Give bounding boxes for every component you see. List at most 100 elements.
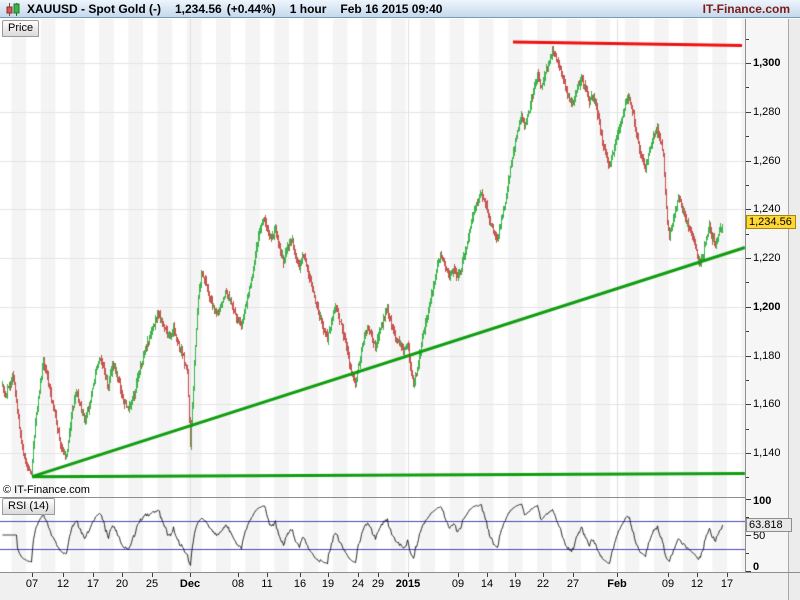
rsi-chart[interactable] xyxy=(0,498,746,572)
time-axis-label: Dec xyxy=(179,578,201,590)
time-axis-tick-mark xyxy=(122,573,123,577)
price-axis-minor-tick xyxy=(746,39,749,40)
price-axis-minor-tick xyxy=(746,87,749,88)
time-axis-tick-mark xyxy=(573,573,574,577)
price-panel-bottom-border xyxy=(0,497,746,498)
tab-rsi[interactable]: RSI (14) xyxy=(2,498,55,515)
header-change: (+0.44%) xyxy=(226,1,276,16)
time-axis-tick-mark xyxy=(458,573,459,577)
price-axis-tick-mark xyxy=(746,161,751,162)
title-bar: XAUUSD - Spot Gold (-) 1,234.56 (+0.44%) … xyxy=(0,0,800,18)
time-axis-tick-mark xyxy=(190,573,191,577)
rsi-axis-label: 100 xyxy=(753,495,772,507)
time-axis-label: 12 xyxy=(56,578,70,590)
price-axis-minor-tick xyxy=(746,331,749,332)
time-axis-label: 12 xyxy=(690,578,704,590)
price-axis-label: 1,300 xyxy=(753,57,781,69)
price-axis-tick-mark xyxy=(746,453,751,454)
price-axis-gutter xyxy=(746,19,788,572)
rsi-panel-bottom-border xyxy=(0,572,800,573)
price-and-change: 1,234.56 (+0.44%) xyxy=(175,2,276,16)
time-axis-label: 17 xyxy=(86,578,100,590)
time-axis-tick-mark xyxy=(152,573,153,577)
brand-link[interactable]: IT-Finance.com xyxy=(702,1,790,16)
price-axis-label: 1,160 xyxy=(753,398,781,410)
rsi-value-tag: 63.818 xyxy=(746,518,792,532)
time-axis[interactable] xyxy=(0,573,788,600)
price-axis-label: 1,260 xyxy=(753,155,781,167)
price-axis-minor-tick xyxy=(746,136,749,137)
time-axis-tick-mark xyxy=(408,573,409,577)
price-axis-label: 1,140 xyxy=(753,447,781,459)
time-axis-label: 07 xyxy=(25,578,39,590)
time-axis-label: 19 xyxy=(508,578,522,590)
price-axis-minor-tick xyxy=(746,185,749,186)
tab-price[interactable]: Price xyxy=(2,20,40,37)
time-axis-tick-mark xyxy=(93,573,94,577)
time-axis-tick-mark xyxy=(543,573,544,577)
rsi-axis-label: 0 xyxy=(753,561,760,573)
time-axis-label: 14 xyxy=(480,578,494,590)
price-axis-tick-mark xyxy=(746,209,751,210)
datetime-label: Feb 16 2015 09:40 xyxy=(340,1,443,16)
header-last-price: 1,234.56 xyxy=(174,1,222,16)
price-axis-tick-mark xyxy=(746,258,751,259)
price-axis-minor-tick xyxy=(746,282,749,283)
timeframe-label: 1 hour xyxy=(289,1,327,16)
price-axis-tick-mark xyxy=(746,112,751,113)
time-axis-tick-mark xyxy=(617,573,618,577)
time-axis-tick-mark xyxy=(300,573,301,577)
time-axis-label: 16 xyxy=(293,578,307,590)
time-axis-tick-mark xyxy=(515,573,516,577)
price-axis-tick-mark xyxy=(746,63,751,64)
time-axis-label: 19 xyxy=(321,578,335,590)
last-price-tag: 1,234.56 xyxy=(746,215,796,229)
rsi-axis-tick-mark xyxy=(746,571,751,572)
plot-right-border xyxy=(745,19,746,573)
time-axis-tick-mark xyxy=(267,573,268,577)
time-axis-label: 2015 xyxy=(395,578,421,590)
price-chart[interactable] xyxy=(0,19,746,497)
time-axis-tick-mark xyxy=(32,573,33,577)
time-axis-tick-mark xyxy=(328,573,329,577)
rsi-axis-tick-mark xyxy=(746,499,751,500)
time-axis-tick-mark xyxy=(238,573,239,577)
time-axis-tick-mark xyxy=(668,573,669,577)
price-axis-minor-tick xyxy=(746,380,749,381)
price-axis-label: 1,200 xyxy=(753,301,781,313)
time-axis-label: 25 xyxy=(145,578,159,590)
rsi-axis-minor-tick xyxy=(746,517,749,518)
time-axis-label: 17 xyxy=(720,578,734,590)
time-axis-tick-mark xyxy=(727,573,728,577)
time-axis-tick-mark xyxy=(697,573,698,577)
price-axis-minor-tick xyxy=(746,477,749,478)
price-axis-minor-tick xyxy=(746,234,749,235)
time-axis-label: Feb xyxy=(607,578,627,590)
time-axis-tick-mark xyxy=(358,573,359,577)
watermark: © IT-Finance.com xyxy=(3,484,90,496)
time-axis-label: 29 xyxy=(371,578,385,590)
price-axis-label: 1,240 xyxy=(753,203,781,215)
price-axis-tick-mark xyxy=(746,404,751,405)
rsi-axis-label: 50 xyxy=(753,530,766,542)
price-axis-label: 1,280 xyxy=(753,106,781,118)
candlestick-icon xyxy=(6,2,21,16)
time-axis-label: 11 xyxy=(261,578,273,590)
time-axis-label: 27 xyxy=(566,578,580,590)
time-axis-tick-mark xyxy=(63,573,64,577)
time-axis-label: 22 xyxy=(536,578,550,590)
symbol-title: XAUUSD - Spot Gold (-) xyxy=(27,1,161,16)
time-axis-label: 24 xyxy=(351,578,365,590)
price-axis-tick-mark xyxy=(746,307,751,308)
rsi-axis-minor-tick xyxy=(746,553,749,554)
price-axis-label: 1,180 xyxy=(753,350,781,362)
time-axis-label: 20 xyxy=(115,578,129,590)
rsi-axis-tick-mark xyxy=(746,535,751,536)
price-axis-label: 1,220 xyxy=(753,252,781,264)
time-axis-label: 09 xyxy=(661,578,675,590)
time-axis-tick-mark xyxy=(487,573,488,577)
right-edge-strip xyxy=(788,19,800,600)
time-axis-label: 09 xyxy=(451,578,465,590)
price-axis-tick-mark xyxy=(746,356,751,357)
price-axis-minor-tick xyxy=(746,429,749,430)
